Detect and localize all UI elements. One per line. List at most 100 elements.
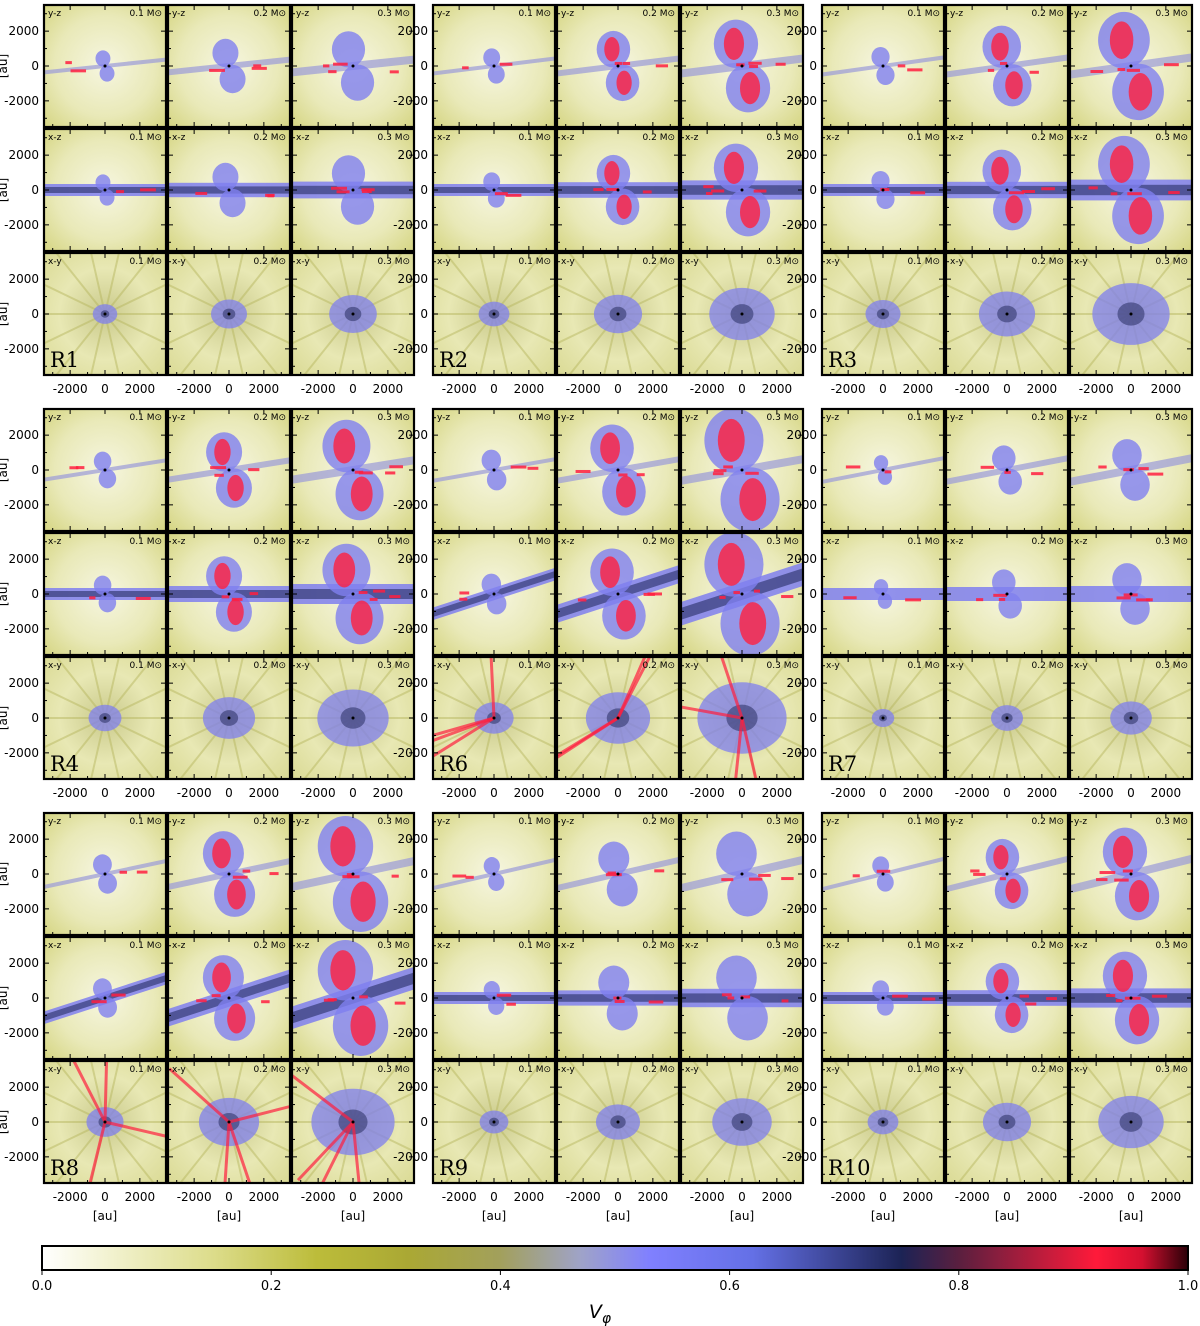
projection-label: y-z bbox=[685, 413, 698, 423]
projection-label: y-z bbox=[561, 9, 574, 19]
panel-field bbox=[168, 556, 290, 632]
x-tick-label: 2000 bbox=[762, 382, 793, 396]
y-tick-label: 2000 bbox=[786, 272, 817, 286]
projection-label: x-z bbox=[48, 537, 62, 547]
panel-frame bbox=[290, 935, 416, 1061]
mass-label: 0.3 M⊙ bbox=[767, 817, 799, 827]
panel-frame bbox=[555, 1059, 681, 1185]
x-tick-label: 0 bbox=[490, 786, 498, 800]
panel-field bbox=[168, 1061, 290, 1183]
panel-frame bbox=[431, 935, 557, 1061]
y-tick-label: 0 bbox=[809, 867, 817, 881]
panel-frame bbox=[431, 1059, 557, 1185]
y-tick-label: 0 bbox=[420, 1115, 428, 1129]
x-tick-label: 2000 bbox=[1151, 382, 1182, 396]
projection-label: x-y bbox=[685, 661, 699, 671]
mass-label: 0.2 M⊙ bbox=[1032, 941, 1064, 951]
panel-frame bbox=[431, 655, 557, 781]
y-tick-label: 2000 bbox=[8, 832, 39, 846]
panel-frame bbox=[166, 531, 292, 657]
x-tick-label: -2000 bbox=[1079, 382, 1114, 396]
y-tick-label: 2000 bbox=[786, 676, 817, 690]
panel-field bbox=[822, 1061, 944, 1183]
mass-label: 0.2 M⊙ bbox=[643, 817, 675, 827]
panel-frame bbox=[290, 1059, 416, 1185]
projection-label: y-z bbox=[950, 817, 963, 827]
y-tick-label: 2000 bbox=[397, 148, 428, 162]
run-group-r2: y-z 0.1 M⊙ 2000 0 -2000 y-z 0.2 M⊙ y-z 0.3 M⊙ x-z… bbox=[393, 3, 805, 396]
panel-field bbox=[168, 831, 290, 917]
x-tick-label: 0 bbox=[738, 382, 746, 396]
y-axis-label: [au] bbox=[0, 458, 10, 482]
projection-label: y-z bbox=[296, 817, 309, 827]
x-tick-label: 2000 bbox=[373, 786, 404, 800]
mass-label: 0.2 M⊙ bbox=[254, 941, 286, 951]
panel-frame bbox=[555, 127, 681, 253]
mass-label: 0.2 M⊙ bbox=[1032, 133, 1064, 143]
y-tick-label: 0 bbox=[809, 991, 817, 1005]
panel-field bbox=[946, 838, 1068, 910]
run-group-r6: y-z 0.1 M⊙ 2000 0 -2000 y-z 0.2 M⊙ y-z 0.3 M⊙ x-z… bbox=[393, 407, 805, 800]
projection-label: x-z bbox=[561, 941, 575, 951]
panel-field bbox=[433, 253, 555, 375]
projection-label: x-z bbox=[950, 133, 964, 143]
x-tick-label: -2000 bbox=[442, 786, 477, 800]
x-tick-label: 0 bbox=[349, 1190, 357, 1204]
x-tick-label: 0 bbox=[225, 1190, 233, 1204]
y-tick-label: 2000 bbox=[397, 1080, 428, 1094]
x-tick-label: 2000 bbox=[1151, 786, 1182, 800]
projection-label: x-y bbox=[48, 257, 62, 267]
x-axis-label: [au] bbox=[341, 1209, 365, 1223]
panel-field bbox=[681, 143, 803, 237]
panel-field bbox=[681, 1061, 803, 1183]
projection-label: x-y bbox=[950, 661, 964, 671]
x-tick-label: 2000 bbox=[1027, 786, 1058, 800]
panel-frame bbox=[1068, 251, 1194, 377]
projection-label: x-z bbox=[296, 133, 310, 143]
y-tick-label: -2000 bbox=[393, 902, 428, 916]
run-group-r3: y-z 0.1 M⊙ 2000 0 -2000 y-z 0.2 M⊙ y-z 0.3 M⊙ x-z… bbox=[782, 3, 1194, 396]
mass-label: 0.1 M⊙ bbox=[908, 817, 940, 827]
x-axis-label: [au] bbox=[482, 1209, 506, 1223]
panel-frame bbox=[431, 127, 557, 253]
mass-label: 0.2 M⊙ bbox=[1032, 257, 1064, 267]
panel-field bbox=[557, 965, 679, 1031]
panel-field bbox=[292, 1061, 414, 1183]
panel-field bbox=[1070, 439, 1192, 501]
y-axis-label: [au] bbox=[0, 582, 10, 606]
mass-label: 0.2 M⊙ bbox=[643, 413, 675, 423]
x-tick-label: 0 bbox=[1127, 786, 1135, 800]
panel-frame bbox=[820, 251, 946, 377]
panel-frame bbox=[166, 251, 292, 377]
panel-field bbox=[946, 445, 1068, 495]
y-tick-label: -2000 bbox=[393, 1026, 428, 1040]
projection-label: x-z bbox=[48, 941, 62, 951]
projection-label: x-z bbox=[172, 133, 186, 143]
mass-label: 0.1 M⊙ bbox=[908, 941, 940, 951]
mass-label: 0.1 M⊙ bbox=[130, 133, 162, 143]
mass-label: 0.3 M⊙ bbox=[767, 1065, 799, 1075]
mass-label: 0.1 M⊙ bbox=[519, 661, 551, 671]
y-tick-label: -2000 bbox=[782, 94, 817, 108]
panel-field bbox=[44, 853, 166, 895]
y-tick-label: 2000 bbox=[397, 832, 428, 846]
panel-frame bbox=[679, 531, 805, 657]
panel-frame bbox=[431, 531, 557, 657]
y-tick-label: 0 bbox=[420, 183, 428, 197]
y-tick-label: -2000 bbox=[4, 1150, 39, 1164]
mass-label: 0.3 M⊙ bbox=[767, 9, 799, 19]
colorbar-tick-label: 0.4 bbox=[490, 1279, 511, 1294]
panel-frame bbox=[944, 251, 1070, 377]
mass-label: 0.1 M⊙ bbox=[130, 537, 162, 547]
projection-label: y-z bbox=[685, 817, 698, 827]
projection-label: x-y bbox=[296, 1065, 310, 1075]
panel-field bbox=[168, 955, 290, 1041]
panel-frame bbox=[42, 127, 168, 253]
panel-frame bbox=[1068, 811, 1194, 937]
y-tick-label: 0 bbox=[420, 463, 428, 477]
y-tick-label: 2000 bbox=[8, 24, 39, 38]
y-axis-label: [au] bbox=[0, 302, 10, 326]
x-tick-label: 0 bbox=[738, 786, 746, 800]
projection-label: x-y bbox=[437, 257, 451, 267]
y-tick-label: -2000 bbox=[393, 218, 428, 232]
